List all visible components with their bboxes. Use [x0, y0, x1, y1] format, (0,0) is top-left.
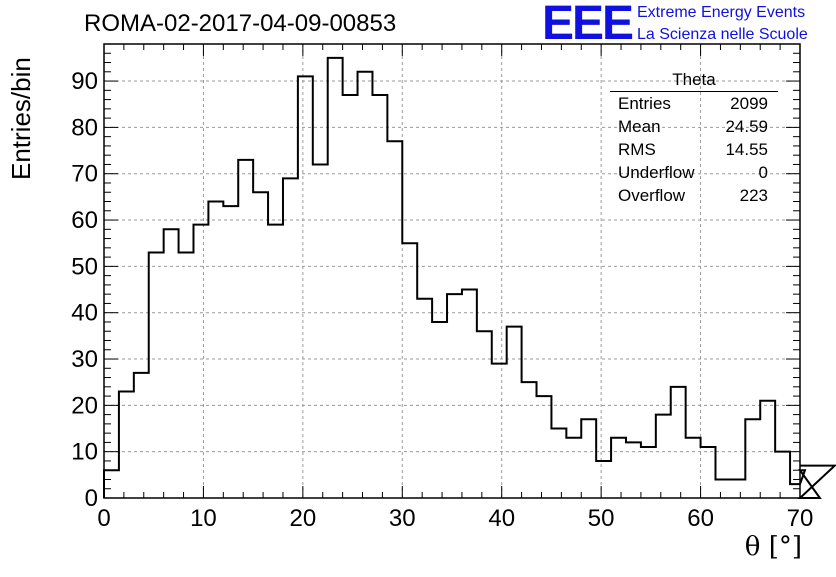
stats-value: 24.59 — [725, 117, 768, 136]
stats-value: 223 — [739, 186, 768, 205]
stats-box: Theta Entries 2099 Mean 24.59 RMS 14.55 … — [610, 70, 778, 207]
plot-frame — [103, 43, 801, 499]
y-axis-label: Entries/bin — [6, 57, 36, 180]
y-tick-label: 50 — [71, 253, 98, 280]
stats-label: RMS — [618, 140, 656, 159]
x-tick-label: 40 — [488, 505, 515, 532]
logo-subtitle-1: Extreme Energy Events — [637, 4, 806, 21]
stats-row-underflow: Underflow 0 — [610, 161, 778, 184]
y-tick-label: 0 — [85, 485, 98, 512]
stats-row-overflow: Overflow 223 — [610, 184, 778, 207]
run-title: ROMA-02-2017-04-09-00853 — [84, 10, 397, 37]
y-tick-label: 60 — [71, 207, 98, 234]
stats-label: Underflow — [618, 163, 695, 182]
x-tick-label: 0 — [97, 505, 110, 532]
y-tick-label: 10 — [71, 439, 98, 466]
y-tick-label: 20 — [71, 392, 98, 419]
x-tick-label: 30 — [389, 505, 416, 532]
x-tick-label: 60 — [687, 505, 714, 532]
stats-row-entries: Entries 2099 — [610, 92, 778, 115]
y-tick-label: 90 — [71, 68, 98, 95]
y-tick-label: 80 — [71, 114, 98, 141]
eee-logo: EEE — [542, 0, 634, 50]
y-tick-label: 30 — [71, 346, 98, 373]
x-tick-label: 10 — [190, 505, 217, 532]
x-tick-label: 70 — [787, 505, 814, 532]
histogram-series-line — [103, 56, 836, 499]
stats-title: Theta — [610, 70, 778, 92]
stats-value: 2099 — [730, 94, 768, 113]
stats-row-rms: RMS 14.55 — [610, 138, 778, 161]
y-tick-label: 40 — [71, 300, 98, 327]
stats-label: Entries — [618, 94, 671, 113]
stats-label: Overflow — [618, 186, 686, 205]
stats-value: 0 — [758, 163, 768, 182]
logo-subtitle-2: La Scienza nelle Scuole — [637, 26, 808, 43]
x-axis-label: θ [°] — [744, 532, 802, 562]
stats-label: Mean — [618, 117, 661, 136]
stats-value: 14.55 — [725, 140, 768, 159]
y-tick-label: 70 — [71, 161, 98, 188]
x-tick-label: 20 — [290, 505, 317, 532]
x-tick-label: 50 — [588, 505, 615, 532]
stats-row-mean: Mean 24.59 — [610, 115, 778, 138]
